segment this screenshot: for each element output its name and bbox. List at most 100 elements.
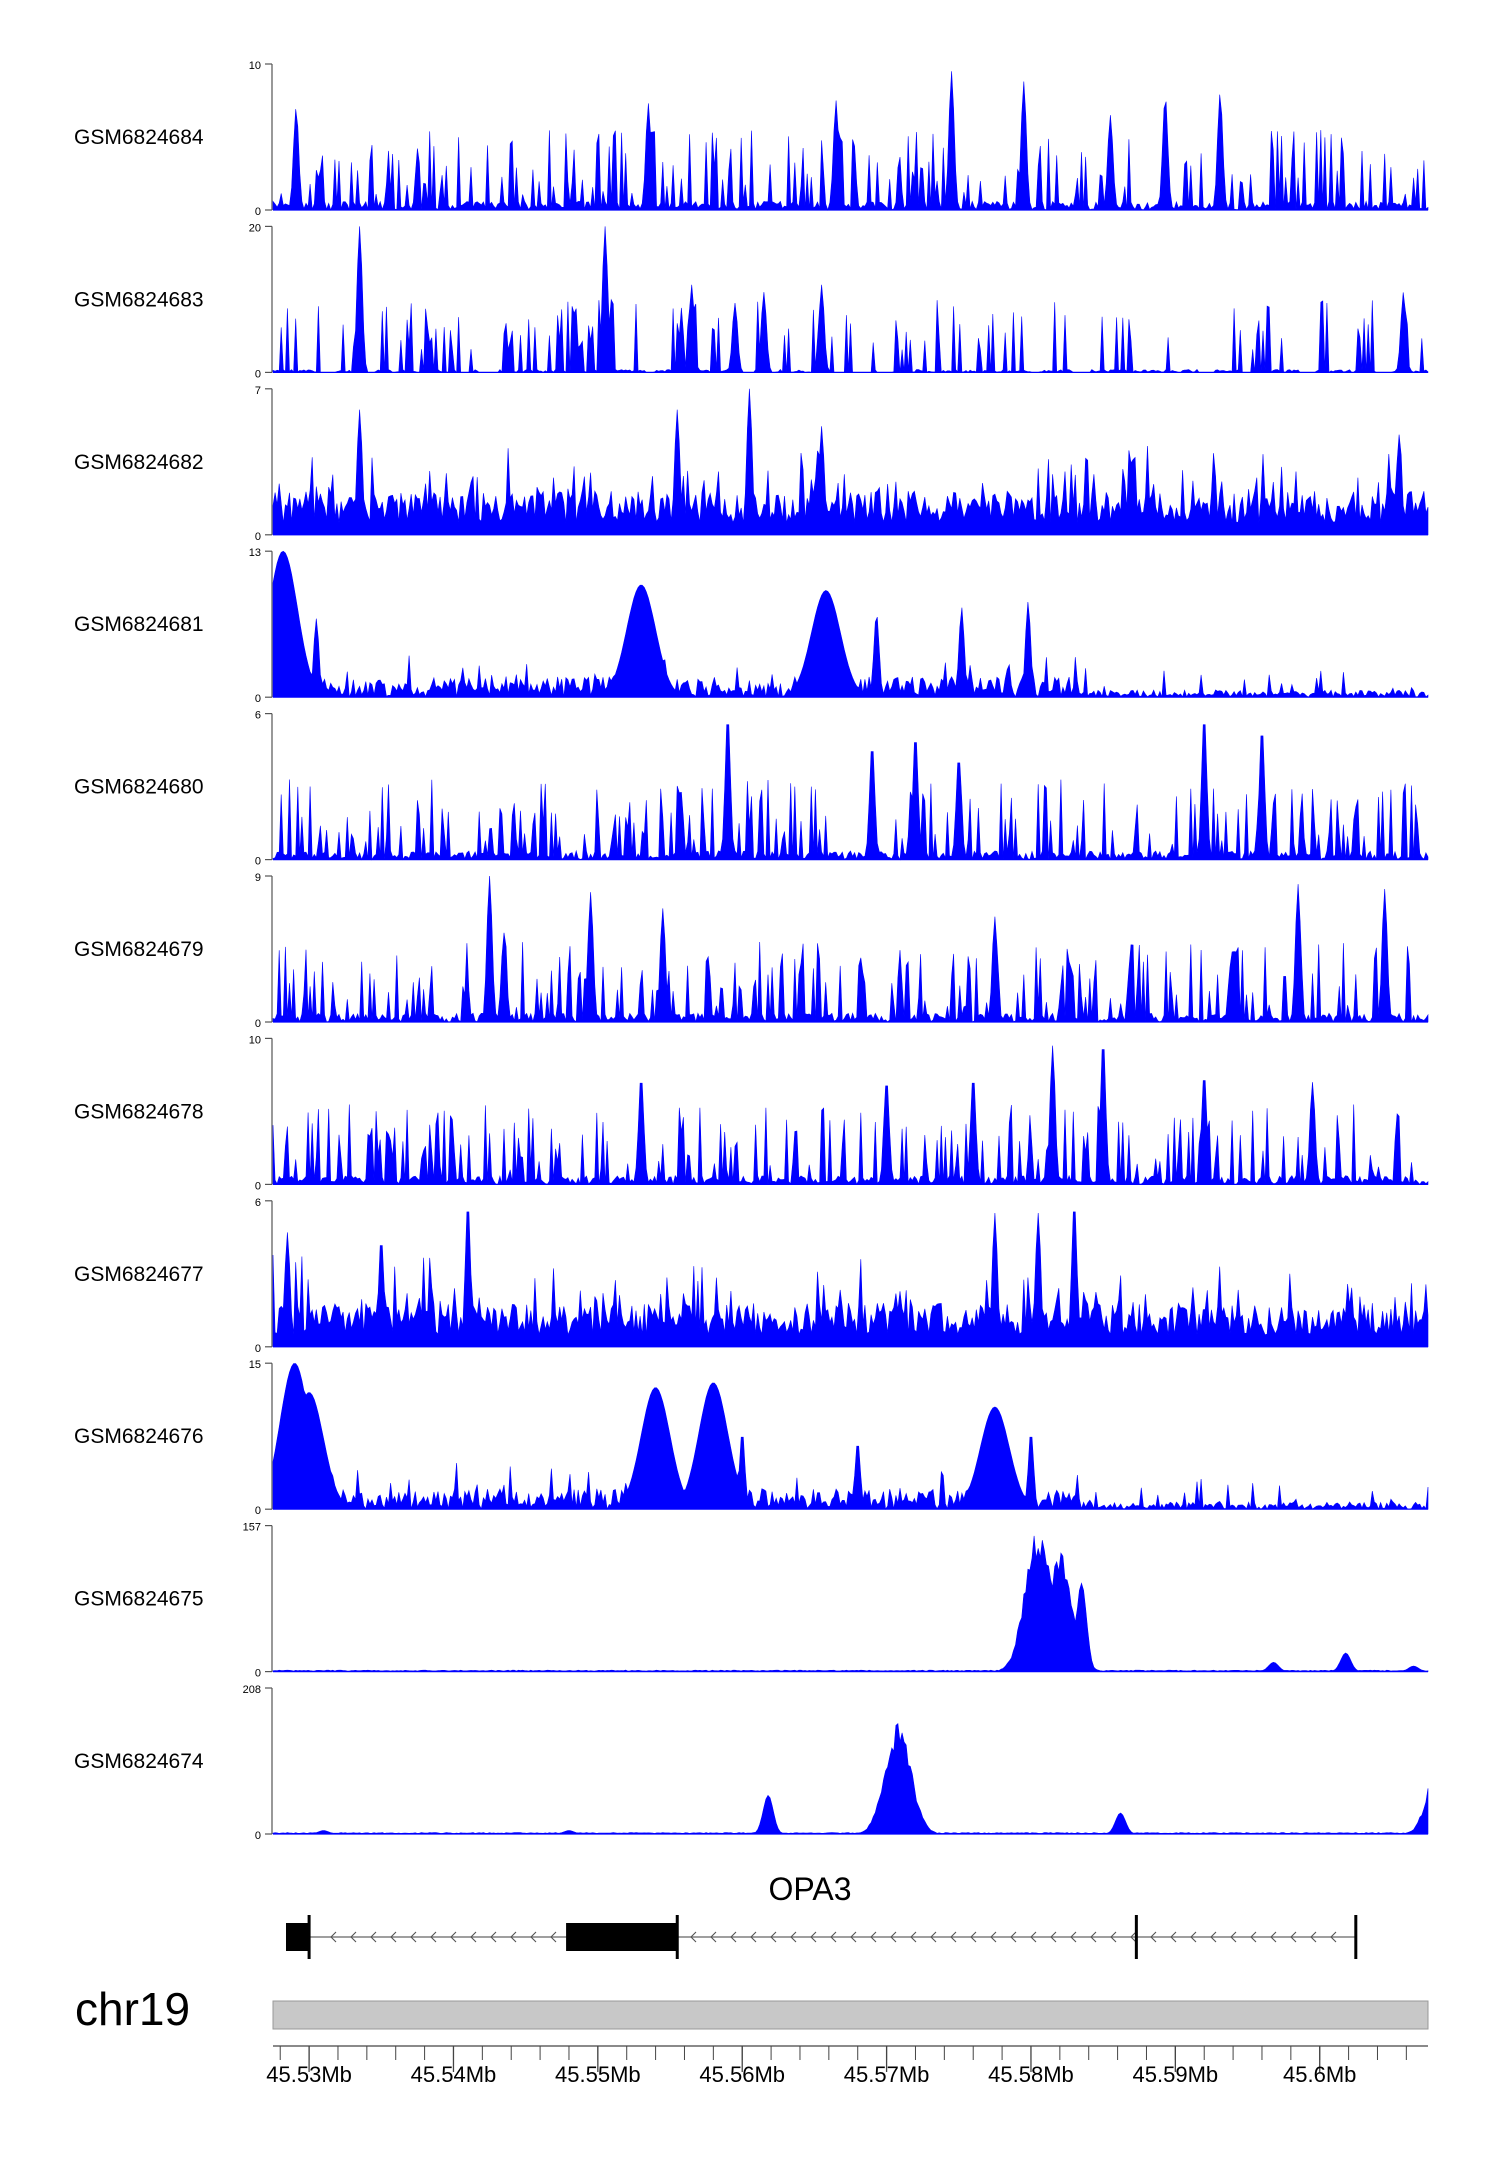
- strand-arrow: [730, 1931, 737, 1943]
- y-axis-min-label: 0: [255, 856, 261, 868]
- track-name-label: GSM6824675: [74, 1588, 204, 1611]
- strand-arrow: [350, 1931, 357, 1943]
- track-GSM6824679: GSM6824679 9 0: [74, 872, 1429, 1030]
- strand-arrow: [1270, 1931, 1277, 1943]
- coverage-area: [272, 1535, 1429, 1672]
- strand-arrow: [890, 1931, 897, 1943]
- y-axis-max-label: 10: [249, 1034, 261, 1046]
- y-axis-max-label: 6: [255, 1197, 261, 1209]
- coverage-area: [272, 1722, 1429, 1835]
- x-axis-tick-label: 45.59Mb: [1133, 2062, 1219, 2087]
- track-name-label: GSM6824684: [74, 126, 204, 149]
- track-GSM6824677: GSM6824677 6 0: [74, 1197, 1429, 1355]
- strand-arrow: [1170, 1931, 1177, 1943]
- strand-arrow: [1290, 1931, 1297, 1943]
- strand-arrow: [1110, 1931, 1117, 1943]
- track-name-label: GSM6824679: [74, 938, 204, 961]
- strand-arrow: [370, 1931, 377, 1943]
- strand-arrow: [1250, 1931, 1257, 1943]
- strand-arrow: [710, 1931, 717, 1943]
- coverage-area: [272, 388, 1429, 536]
- y-axis-min-label: 0: [255, 1180, 261, 1192]
- y-axis-min-label: 0: [255, 1343, 261, 1355]
- track-name-label: GSM6824674: [74, 1750, 204, 1773]
- track-name-label: GSM6824676: [74, 1425, 204, 1448]
- exon-block: [285, 1923, 310, 1951]
- strand-arrow: [1010, 1931, 1017, 1943]
- y-axis-min-label: 0: [255, 1018, 261, 1030]
- track-GSM6824683: GSM6824683 20 0: [74, 222, 1429, 380]
- chromosome-axis: chr19 45.53Mb 45.54Mb 45.55Mb 45.56Mb 45.57M…: [75, 1983, 1429, 2087]
- strand-arrow: [1030, 1931, 1037, 1943]
- strand-arrow: [1310, 1931, 1317, 1943]
- strand-arrow: [470, 1931, 477, 1943]
- strand-arrow: [530, 1931, 537, 1943]
- strand-arrow: [1090, 1931, 1097, 1943]
- track-name-label: GSM6824682: [74, 451, 204, 474]
- strand-arrow: [790, 1931, 797, 1943]
- x-axis-tick-label: 45.53Mb: [266, 2062, 352, 2087]
- y-axis-max-label: 13: [249, 547, 261, 559]
- exon-block: [566, 1923, 678, 1951]
- coverage-tracks: GSM6824684100GSM6824683200GSM682468270GS…: [74, 60, 1429, 1842]
- y-axis-min-label: 0: [255, 1668, 261, 1680]
- strand-arrow: [1230, 1931, 1237, 1943]
- strand-arrow: [810, 1931, 817, 1943]
- strand-arrow: [870, 1931, 877, 1943]
- y-axis-max-label: 7: [255, 385, 261, 397]
- strand-arrow: [490, 1931, 497, 1943]
- track-name-label: GSM6824678: [74, 1100, 204, 1123]
- x-axis-tick-label: 45.6Mb: [1283, 2062, 1356, 2087]
- y-axis-min-label: 0: [255, 368, 261, 380]
- strand-arrow: [1190, 1931, 1197, 1943]
- strand-arrow: [990, 1931, 997, 1943]
- y-axis-min-label: 0: [255, 1830, 261, 1842]
- strand-arrow: [430, 1931, 437, 1943]
- y-axis-max-label: 10: [249, 60, 261, 72]
- coverage-area: [272, 1211, 1429, 1348]
- strand-arrow: [770, 1931, 777, 1943]
- x-axis-tick-label: 45.57Mb: [844, 2062, 930, 2087]
- y-axis-max-label: 20: [249, 222, 261, 234]
- gene-name-label: OPA3: [769, 1871, 852, 1907]
- strand-arrow: [510, 1931, 517, 1943]
- strand-arrow: [950, 1931, 957, 1943]
- x-axis-tick-label: 45.55Mb: [555, 2062, 641, 2087]
- track-GSM6824675: GSM6824675 157 0: [74, 1522, 1429, 1680]
- y-axis-min-label: 0: [255, 693, 261, 705]
- x-axis-tick-label: 45.54Mb: [411, 2062, 497, 2087]
- strand-arrow: [1130, 1931, 1137, 1943]
- strand-arrow: [930, 1931, 937, 1943]
- y-axis-min-label: 0: [255, 1505, 261, 1517]
- track-GSM6824680: GSM6824680 6 0: [74, 710, 1429, 868]
- gene-track: OPA3: [285, 1871, 1358, 1959]
- strand-arrow: [910, 1931, 917, 1943]
- strand-arrow: [450, 1931, 457, 1943]
- y-axis-max-label: 6: [255, 710, 261, 722]
- strand-arrow: [1210, 1931, 1217, 1943]
- chromosome-label: chr19: [75, 1983, 190, 2035]
- coverage-area: [272, 71, 1429, 211]
- strand-arrow: [850, 1931, 857, 1943]
- coverage-area: [272, 226, 1429, 374]
- track-name-label: GSM6824677: [74, 1263, 204, 1286]
- x-axis-tick-label: 45.56Mb: [699, 2062, 785, 2087]
- track-name-label: GSM6824680: [74, 776, 204, 799]
- track-GSM6824676: GSM6824676 15 0: [74, 1359, 1429, 1517]
- coverage-area: [272, 1363, 1429, 1511]
- strand-arrow: [550, 1931, 557, 1943]
- track-GSM6824678: GSM6824678 10 0: [74, 1034, 1429, 1192]
- track-name-label: GSM6824681: [74, 613, 204, 636]
- strand-arrow: [1050, 1931, 1057, 1943]
- coverage-area: [272, 1045, 1429, 1186]
- strand-arrow: [970, 1931, 977, 1943]
- strand-arrow: [750, 1931, 757, 1943]
- chromosome-ideogram: [272, 2000, 1429, 2030]
- strand-arrow: [390, 1931, 397, 1943]
- track-GSM6824674: GSM6824674 208 0: [74, 1684, 1429, 1842]
- strand-arrow: [830, 1931, 837, 1943]
- strand-arrow: [690, 1931, 697, 1943]
- y-axis-min-label: 0: [255, 206, 261, 218]
- coverage-area: [272, 550, 1429, 698]
